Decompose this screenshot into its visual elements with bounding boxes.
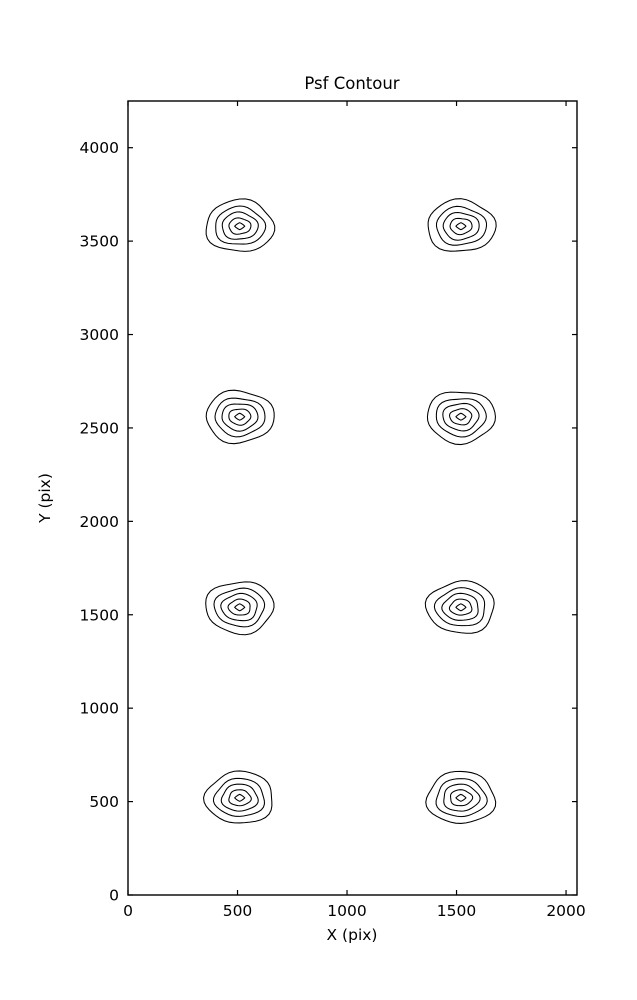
psf-source-3 — [205, 389, 275, 445]
contour-level-2 — [435, 205, 488, 246]
y-tick-label: 3500 — [80, 233, 119, 251]
x-axis-tick-marks — [127, 101, 567, 895]
contour-level-4 — [227, 598, 251, 616]
contour-level-4 — [450, 789, 474, 807]
contour-level-2 — [213, 587, 266, 628]
contour-level-3 — [442, 211, 480, 241]
y-tick-label: 1500 — [80, 606, 119, 624]
psf-source-4 — [426, 391, 496, 446]
x-tick-label: 2000 — [546, 902, 585, 920]
contour-level-2 — [435, 398, 487, 438]
plot-title-group: Psf Contour — [304, 74, 399, 93]
contour-level-3 — [442, 402, 480, 432]
contour-level-3 — [220, 592, 258, 622]
y-tick-label: 2500 — [80, 419, 119, 437]
contour-level-1 — [426, 391, 496, 446]
x-axis-tick-labels: 0 500 1000 1500 2000 — [123, 902, 586, 920]
axes-frame — [127, 100, 578, 896]
contour-level-5 — [233, 222, 246, 231]
contour-level-5 — [233, 412, 246, 421]
contour-level-2 — [215, 205, 267, 245]
y-axis-tick-marks — [128, 147, 577, 896]
contour-level-4 — [228, 789, 252, 807]
contour-level-1 — [205, 581, 275, 636]
y-tick-label: 4000 — [80, 139, 119, 157]
contour-level-3 — [220, 783, 259, 812]
contour-level-5 — [455, 222, 467, 231]
y-axis-label-group: Y (pix) — [36, 473, 54, 524]
contour-level-1 — [425, 770, 497, 824]
x-tick-label: 1000 — [327, 902, 366, 920]
y-tick-label: 1000 — [80, 700, 119, 718]
contour-level-1 — [424, 580, 495, 634]
contour-level-1 — [427, 198, 497, 252]
contour-level-3 — [221, 211, 259, 240]
contour-level-3 — [441, 592, 479, 621]
contour-level-3 — [221, 403, 259, 432]
plot-title: Psf Contour — [304, 74, 399, 93]
contour-series — [202, 198, 497, 824]
y-tick-label: 3000 — [80, 326, 119, 344]
contour-level-5 — [455, 793, 467, 802]
x-tick-label: 1500 — [437, 902, 476, 920]
psf-source-6 — [424, 580, 495, 634]
y-axis-tick-labels: 0 500 1000 1500 2000 2500 3000 3500 4000 — [80, 139, 119, 904]
contour-level-1 — [205, 389, 275, 445]
contour-level-5 — [455, 603, 467, 612]
contour-level-4 — [448, 598, 473, 616]
psf-source-2 — [427, 198, 497, 252]
contour-level-4 — [228, 217, 252, 235]
contour-level-5 — [233, 603, 246, 612]
y-tick-label: 500 — [89, 793, 119, 811]
contour-level-5 — [233, 793, 246, 802]
contour-level-3 — [443, 783, 481, 812]
x-tick-label: 0 — [123, 902, 133, 920]
x-axis-label: X (pix) — [327, 926, 378, 944]
contour-level-4 — [449, 408, 473, 426]
plot-frame-border — [127, 100, 578, 896]
contour-level-2 — [435, 778, 488, 818]
psf-source-5 — [205, 581, 275, 636]
x-axis-label-group: X (pix) — [327, 926, 378, 944]
contour-level-1 — [205, 198, 276, 252]
psf-source-1 — [205, 198, 276, 252]
y-tick-label: 2000 — [80, 513, 119, 531]
contour-level-2 — [214, 397, 266, 438]
y-tick-label: 0 — [109, 887, 119, 905]
contour-level-2 — [433, 587, 486, 627]
contour-level-4 — [449, 217, 473, 236]
contour-level-5 — [455, 412, 467, 421]
contour-level-1 — [202, 770, 273, 824]
contour-level-2 — [212, 777, 265, 817]
contour-level-4 — [228, 408, 252, 426]
psf-source-8 — [425, 770, 497, 824]
y-axis-label: Y (pix) — [36, 473, 54, 524]
psf-source-7 — [202, 770, 273, 824]
x-tick-label: 500 — [223, 902, 253, 920]
